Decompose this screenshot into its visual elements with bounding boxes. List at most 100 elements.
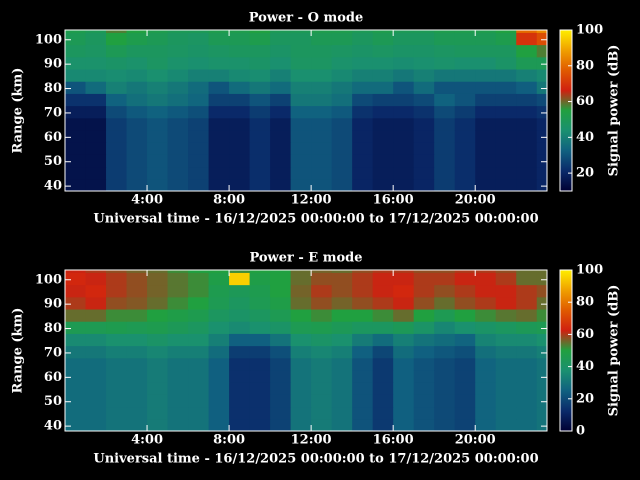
cell [126, 345, 148, 359]
cell [352, 406, 374, 420]
cell [167, 32, 189, 46]
cell [331, 154, 353, 168]
cell [229, 69, 251, 82]
cell [495, 154, 517, 168]
cell [188, 142, 210, 155]
cell [475, 44, 497, 58]
cell [65, 418, 87, 431]
cell [85, 418, 107, 431]
cell [372, 93, 394, 107]
cell [434, 296, 456, 310]
cell [249, 166, 271, 180]
cell [106, 117, 128, 131]
cell [536, 154, 547, 168]
cell [106, 309, 128, 322]
colorbar-tick-label: 40 [576, 359, 594, 374]
cell [454, 270, 476, 273]
cell [536, 270, 547, 273]
cell [147, 284, 169, 298]
cell [147, 394, 169, 408]
cell [249, 357, 271, 371]
cell [331, 166, 353, 180]
cell [167, 357, 189, 371]
cell [208, 284, 230, 298]
cell [372, 284, 394, 298]
cell [147, 56, 169, 70]
cell [536, 418, 547, 431]
cell [208, 333, 230, 347]
cell [208, 178, 230, 191]
y-tick-label: 80 [44, 81, 62, 96]
cell [147, 130, 169, 143]
cell [393, 345, 415, 359]
cell [516, 44, 538, 58]
cell [85, 117, 107, 131]
cell [126, 130, 148, 143]
cell [229, 357, 251, 371]
cell [208, 270, 230, 273]
cell [85, 81, 107, 94]
cell [106, 272, 128, 286]
cell [208, 296, 230, 310]
cell [167, 30, 189, 33]
cell [147, 166, 169, 180]
cell [229, 382, 251, 395]
y-tick-label: 70 [44, 105, 62, 120]
cell [147, 370, 169, 383]
cell [85, 345, 107, 359]
cell [167, 81, 189, 94]
cell [352, 370, 374, 383]
cell [126, 81, 148, 94]
cell [188, 357, 210, 371]
cell [331, 142, 353, 155]
cell [106, 284, 128, 298]
cell [352, 81, 374, 94]
cell [434, 81, 456, 94]
cell [372, 345, 394, 359]
cell [290, 178, 312, 191]
cell [270, 30, 292, 33]
cell [311, 30, 333, 33]
cell [393, 32, 415, 46]
y-tick-label: 100 [35, 272, 62, 287]
cell [393, 56, 415, 70]
cell [434, 44, 456, 58]
cell [413, 44, 435, 58]
cell [106, 382, 128, 395]
cell [85, 44, 107, 58]
cell [372, 321, 394, 334]
cell [413, 178, 435, 191]
cell [331, 56, 353, 70]
colorbar [560, 30, 572, 191]
cell [536, 357, 547, 371]
cell [475, 370, 497, 383]
cell [229, 270, 251, 273]
cell [229, 345, 251, 359]
cell [516, 333, 538, 347]
cell [536, 382, 547, 395]
cell [475, 166, 497, 180]
colorbar-frame [559, 269, 573, 432]
cell [229, 117, 251, 131]
cell [372, 105, 394, 119]
plot-frame [64, 29, 548, 192]
cell [249, 69, 271, 82]
cell [147, 270, 169, 273]
cell [167, 154, 189, 168]
cell [249, 345, 271, 359]
cell [331, 81, 353, 94]
cell [434, 418, 456, 431]
cell [188, 345, 210, 359]
cell [249, 130, 271, 143]
cell [147, 69, 169, 82]
cell [229, 44, 251, 58]
cell [208, 44, 230, 58]
cell [434, 382, 456, 395]
cell [516, 178, 538, 191]
cell [208, 154, 230, 168]
cell [495, 117, 517, 131]
cell [372, 81, 394, 94]
cell [229, 394, 251, 408]
cell [85, 178, 107, 191]
cell [290, 56, 312, 70]
